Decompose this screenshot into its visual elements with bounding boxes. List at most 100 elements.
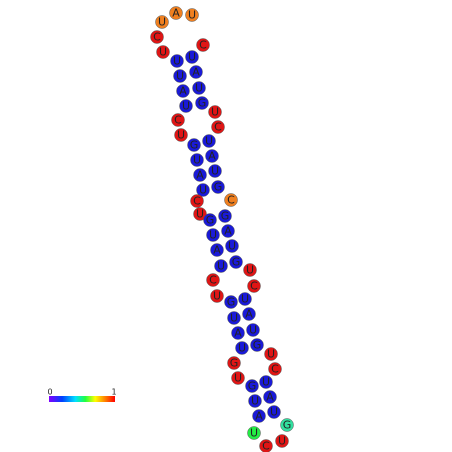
nucleotide-circle: [196, 183, 210, 197]
nucleotide-label: U: [251, 395, 259, 408]
nucleotide-label: U: [182, 100, 190, 113]
nucleotide-circle: [259, 439, 273, 452]
nucleotide: U: [259, 375, 273, 389]
nucleotide-circle: [224, 295, 238, 309]
nucleotide-label: G: [214, 181, 223, 194]
nucleotide-label: A: [172, 7, 180, 20]
nucleotide: C: [206, 273, 220, 287]
nucleotide-circle: [208, 164, 222, 178]
nucleotide-label: U: [228, 240, 236, 253]
nucleotide-circle: [189, 65, 203, 79]
nucleotide-circle: [231, 326, 245, 340]
nucleotide: U: [206, 228, 220, 242]
nucleotide: U: [208, 105, 222, 119]
nucleotide: A: [169, 6, 183, 20]
nucleotide: C: [171, 113, 185, 127]
nucleotide-circle: [214, 259, 228, 273]
nucleotide-label: A: [224, 225, 232, 238]
nucleotide-label: U: [262, 376, 270, 389]
nucleotide-circle: [250, 338, 264, 352]
nucleotide-label: U: [159, 46, 167, 59]
nucleotide: A: [210, 243, 224, 257]
nucleotide: G: [280, 418, 294, 432]
nucleotide-label: C: [262, 440, 270, 452]
nucleotide: C: [268, 362, 282, 376]
nucleotide-circle: [155, 15, 169, 29]
nucleotide-circle: [203, 213, 217, 227]
nucleotide-circle: [195, 96, 209, 110]
nucleotide-circle: [192, 81, 206, 95]
nucleotide: U: [155, 15, 169, 29]
nucleotide: G: [250, 338, 264, 352]
nucleotide: G: [203, 213, 217, 227]
nucleotide-label: A: [213, 244, 221, 257]
nucleotide: G: [227, 356, 241, 370]
nucleotide-circle: [252, 409, 266, 423]
nucleotide-label: G: [198, 97, 207, 110]
nucleotide-label: C: [174, 114, 182, 127]
nucleotide: A: [242, 307, 256, 321]
nucleotide-circle: [156, 45, 170, 59]
nucleotide-circle: [264, 347, 278, 361]
nucleotide: U: [210, 289, 224, 303]
nucleotide: A: [252, 409, 266, 423]
nucleotide: G: [224, 295, 238, 309]
nucleotide-label: U: [213, 290, 221, 303]
nucleotide-circle: [173, 69, 187, 83]
nucleotide: G: [218, 209, 232, 223]
nucleotide-label: U: [234, 372, 242, 385]
nucleotide: U: [227, 311, 241, 325]
nucleotide-circle: [193, 168, 207, 182]
nucleotide: U: [246, 323, 260, 337]
nucleotide-label: U: [209, 229, 217, 242]
nucleotide-circle: [235, 341, 249, 355]
nucleotide: G: [195, 96, 209, 110]
nucleotide: U: [174, 128, 188, 142]
nucleotide: U: [173, 69, 187, 83]
nucleotide-circle: [171, 113, 185, 127]
nucleotide-label: U: [158, 16, 166, 29]
nucleotide-label: A: [208, 150, 216, 163]
nucleotide-circle: [196, 38, 210, 52]
nucleotide-label: U: [217, 260, 225, 273]
nucleotide: U: [264, 347, 278, 361]
nucleotide-circle: [227, 356, 241, 370]
nucleotide-label: G: [232, 256, 241, 269]
nucleotide-label: U: [188, 9, 196, 22]
nucleotide-label: U: [246, 264, 254, 277]
nucleotide-label: U: [278, 435, 286, 448]
nucleotide-circle: [231, 371, 245, 385]
nucleotide: G: [211, 180, 225, 194]
nucleotide-circle: [268, 362, 282, 376]
nucleotide-label: C: [209, 274, 217, 287]
nucleotide-label: U: [173, 55, 181, 68]
nucleotide-label: U: [270, 406, 278, 419]
nucleotide-circle: [248, 394, 262, 408]
nucleotide: C: [150, 30, 164, 44]
nucleotide-label: U: [238, 342, 246, 355]
nucleotide-circle: [224, 193, 238, 207]
nucleotide-label: U: [241, 293, 249, 306]
nucleotide-circle: [206, 273, 220, 287]
nucleotide-circle: [221, 224, 235, 238]
nucleotide-label: C: [271, 363, 279, 376]
nucleotide: U: [243, 263, 257, 277]
nucleotide: U: [156, 45, 170, 59]
nucleotide-label: U: [267, 348, 275, 361]
nucleotide: A: [231, 326, 245, 340]
nucleotide-label: C: [199, 39, 207, 52]
nucleotide-circle: [206, 228, 220, 242]
nucleotide-label: C: [193, 195, 201, 208]
nucleotide-label: A: [245, 308, 253, 321]
nucleotide-circle: [218, 209, 232, 223]
nucleotide-circle: [150, 30, 164, 44]
nucleotide: C: [190, 194, 204, 208]
nucleotide: U: [179, 99, 193, 113]
nucleotide-circle: [185, 8, 199, 22]
colorbar: [49, 396, 115, 402]
nucleotide: A: [176, 84, 190, 98]
nucleotide-label: U: [211, 106, 219, 119]
nucleotide-label: G: [227, 296, 236, 309]
nucleotide: U: [267, 405, 281, 419]
